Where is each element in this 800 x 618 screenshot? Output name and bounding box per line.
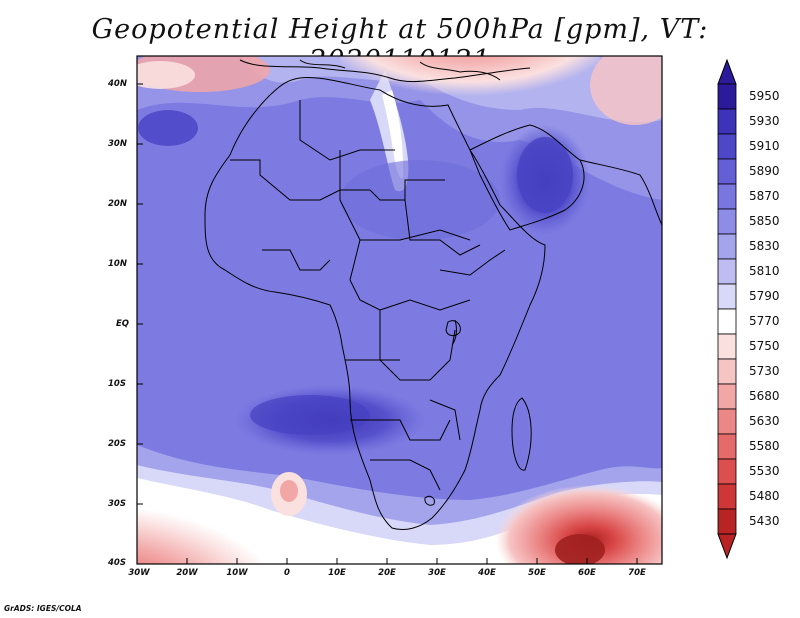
colorbar-swatch [717,158,737,185]
colorbar-swatch [717,333,737,360]
colorbar-swatch [717,133,737,160]
colorbar-swatch [717,233,737,260]
colorbar-swatch [717,208,737,235]
colorbar-swatch [717,283,737,310]
colorbar-swatch [717,508,737,535]
coastlines [204,59,662,531]
colorbar-swatch [717,358,737,385]
height-field [137,56,662,564]
colorbar-level-label: 5850 [749,213,780,228]
colorbar-swatch [717,83,737,110]
lon-label: 0 [284,568,290,578]
lon-label: 20E [378,568,396,578]
lon-label: 40E [478,568,496,578]
colorbar-swatch [717,433,737,460]
colorbar-level-label: 5870 [749,188,780,203]
colorbar-level-label: 5630 [749,413,780,428]
lat-label: EQ [116,319,130,329]
colorbar-top-arrow [717,58,737,85]
colorbar-level-label: 5770 [749,313,780,328]
colorbar [717,58,737,560]
lon-label: 60E [578,568,596,578]
colorbar-level-label: 5890 [749,163,780,178]
colorbar-swatch [717,183,737,210]
colorbar-level-label: 5910 [749,138,780,153]
colorbar-level-label: 5530 [749,463,780,478]
lon-label: 30W [128,568,150,578]
colorbar-level-label: 5430 [749,513,780,528]
lat-label: 20S [108,439,126,449]
lat-label: 40S [108,558,126,568]
lat-label: 30N [108,139,127,149]
colorbar-swatch [717,483,737,510]
colorbar-level-label: 5790 [749,288,780,303]
lat-label: 10N [108,259,127,269]
colorbar-bottom-arrow [717,533,737,560]
colorbar-swatch [717,383,737,410]
colorbar-level-label: 5830 [749,238,780,253]
lon-label: 50E [528,568,546,578]
colorbar-swatch [717,458,737,485]
lon-label: 30E [428,568,446,578]
colorbar-swatch [717,108,737,135]
colorbar-level-label: 5730 [749,363,780,378]
lon-label: 10E [328,568,346,578]
credit-text: GrADS: IGES/COLA [4,604,82,613]
colorbar-swatch [717,258,737,285]
colorbar-level-label: 5950 [749,88,780,103]
lon-label: 10W [226,568,248,578]
colorbar-level-label: 5680 [749,388,780,403]
colorbar-level-label: 5750 [749,338,780,353]
lat-label: 20N [108,199,127,209]
colorbar-level-label: 5930 [749,113,780,128]
colorbar-swatch [717,408,737,435]
lon-label: 20W [176,568,198,578]
lat-label: 10S [108,379,126,389]
map-frame [136,55,663,565]
colorbar-level-label: 5580 [749,438,780,453]
axis-ticks [136,83,638,565]
colorbar-level-label: 5480 [749,488,780,503]
colorbar-swatch [717,308,737,335]
lon-label: 70E [628,568,646,578]
colorbar-level-label: 5810 [749,263,780,278]
lat-label: 40N [108,79,127,89]
lat-label: 30S [108,499,126,509]
